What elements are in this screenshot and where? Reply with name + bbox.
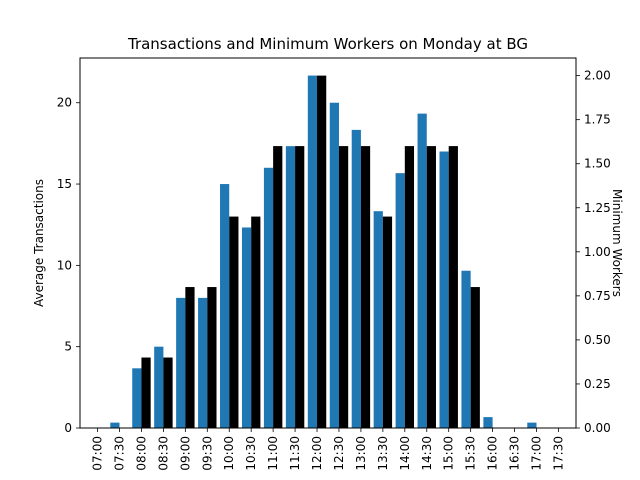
workers-bar-15:00	[448, 146, 458, 428]
x-tick-label: 16:00	[486, 436, 500, 471]
y2-axis-label: Minimum Workers	[610, 189, 624, 297]
x-tick-label: 11:00	[266, 436, 280, 471]
transactions-bar-15:00	[439, 151, 449, 428]
transactions-bar-13:00	[351, 129, 361, 428]
workers-bar-08:00	[141, 357, 151, 428]
y2-tick-label: 1.75	[584, 113, 611, 127]
workers-bar-13:00	[360, 146, 371, 428]
x-tick-label: 13:30	[376, 436, 390, 471]
y2-tick-label: 0.00	[584, 421, 611, 435]
workers-bar-11:00	[273, 146, 283, 428]
transactions-bar-14:30	[417, 113, 427, 428]
transactions-bar-07:30	[110, 422, 120, 428]
transactions-bar-12:00	[307, 75, 318, 429]
y2-tick-label: 1.00	[584, 245, 611, 259]
x-tick-label: 08:00	[134, 436, 148, 471]
x-tick-label: 15:30	[464, 436, 478, 471]
x-tick-label: 16:30	[508, 436, 522, 471]
chart-title: Transactions and Minimum Workers on Mond…	[127, 35, 528, 53]
workers-bar-09:30	[207, 287, 217, 428]
x-tick-label: 14:30	[420, 436, 434, 471]
y2-tick-label: 0.50	[584, 333, 611, 347]
x-tick-label: 10:30	[244, 436, 258, 471]
workers-bar-13:30	[382, 216, 393, 428]
bars-layer	[110, 75, 537, 429]
y-tick-label: 15	[57, 177, 72, 191]
workers-bar-14:00	[404, 146, 415, 428]
transactions-bar-17:00	[527, 422, 537, 428]
workers-bar-10:30	[251, 216, 261, 428]
workers-bar-11:30	[295, 146, 305, 428]
x-tick-label: 09:00	[178, 436, 192, 471]
transactions-bar-11:30	[285, 146, 296, 428]
workers-bar-12:00	[317, 75, 327, 428]
x-tick-label: 12:30	[332, 436, 346, 471]
transactions-bar-08:00	[132, 368, 142, 428]
transactions-bar-08:30	[154, 346, 164, 428]
x-tick-label: 10:00	[222, 436, 236, 471]
transactions-bar-09:30	[198, 297, 208, 428]
transactions-bar-09:00	[176, 297, 186, 428]
workers-bar-08:30	[163, 357, 173, 428]
transactions-bar-16:00	[483, 417, 493, 428]
x-tick-label: 12:00	[310, 436, 324, 471]
y-tick-label: 0	[64, 421, 72, 435]
workers-bar-15:30	[470, 287, 480, 428]
transactions-bar-10:00	[220, 184, 230, 428]
y-tick-label: 20	[57, 96, 72, 110]
x-tick-label: 13:00	[354, 436, 368, 471]
x-tick-label: 07:00	[91, 436, 105, 471]
x-tick-label: 17:30	[551, 436, 565, 471]
workers-bar-12:30	[338, 146, 349, 428]
y2-tick-label: 0.75	[584, 289, 611, 303]
transactions-bar-11:00	[263, 167, 274, 428]
y2-tick-label: 0.25	[584, 377, 611, 391]
y2-tick-label: 2.00	[584, 69, 611, 83]
workers-bar-14:30	[426, 146, 436, 428]
transactions-bar-14:00	[395, 173, 405, 428]
workers-bar-10:00	[229, 216, 239, 428]
y2-tick-label: 1.25	[584, 201, 611, 215]
transactions-bar-13:30	[373, 211, 383, 428]
transactions-bar-15:30	[461, 270, 471, 428]
x-tick-label: 14:00	[398, 436, 412, 471]
y-tick-label: 10	[57, 258, 72, 272]
transactions-bar-10:30	[241, 227, 252, 428]
workers-bar-09:00	[185, 287, 195, 428]
plot-frame	[79, 57, 577, 429]
x-tick-label: 08:30	[156, 436, 170, 471]
transactions-bar-12:30	[329, 102, 339, 428]
y-tick-label: 5	[64, 340, 72, 354]
x-tick-label: 07:30	[113, 436, 127, 471]
x-tick-label: 11:30	[288, 436, 302, 471]
y2-tick-label: 1.50	[584, 157, 611, 171]
y-axis-label: Average Transactions	[32, 179, 46, 307]
x-tick-label: 17:00	[529, 436, 543, 471]
x-tick-label: 15:00	[442, 436, 456, 471]
x-tick-label: 09:30	[200, 436, 214, 471]
ticks-layer: 07:00 07:30 08:00 08:30 09:00 09:30 10:00 10:30…	[57, 69, 611, 471]
